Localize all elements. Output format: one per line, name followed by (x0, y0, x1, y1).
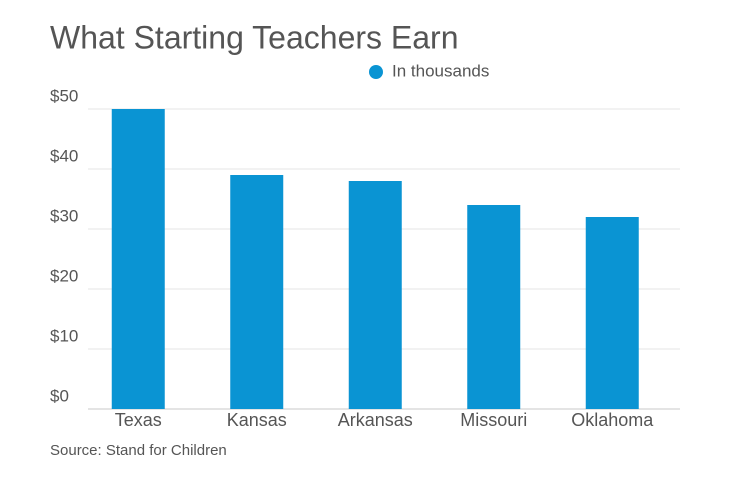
bar (585, 217, 639, 409)
bar (467, 205, 521, 409)
source-note: Source: Stand for Children (50, 442, 227, 459)
chart-title: What Starting Teachers Earn (50, 19, 459, 55)
bar (230, 175, 284, 409)
bar (348, 181, 402, 409)
x-tick-label: Arkansas (338, 410, 413, 430)
y-tick-label: $50 (50, 86, 78, 105)
x-tick-label: Missouri (460, 410, 527, 430)
x-tick-label: Kansas (227, 410, 287, 430)
bar (111, 109, 165, 409)
x-tick-label: Texas (115, 410, 162, 430)
y-tick-label: $40 (50, 146, 78, 165)
y-tick-label: $20 (50, 266, 78, 285)
legend-marker (369, 65, 383, 79)
y-tick-label: $10 (50, 326, 78, 345)
y-tick-label: $30 (50, 206, 78, 225)
x-tick-label: Oklahoma (571, 410, 654, 430)
y-tick-label: $0 (50, 386, 69, 405)
legend-label: In thousands (392, 61, 489, 80)
